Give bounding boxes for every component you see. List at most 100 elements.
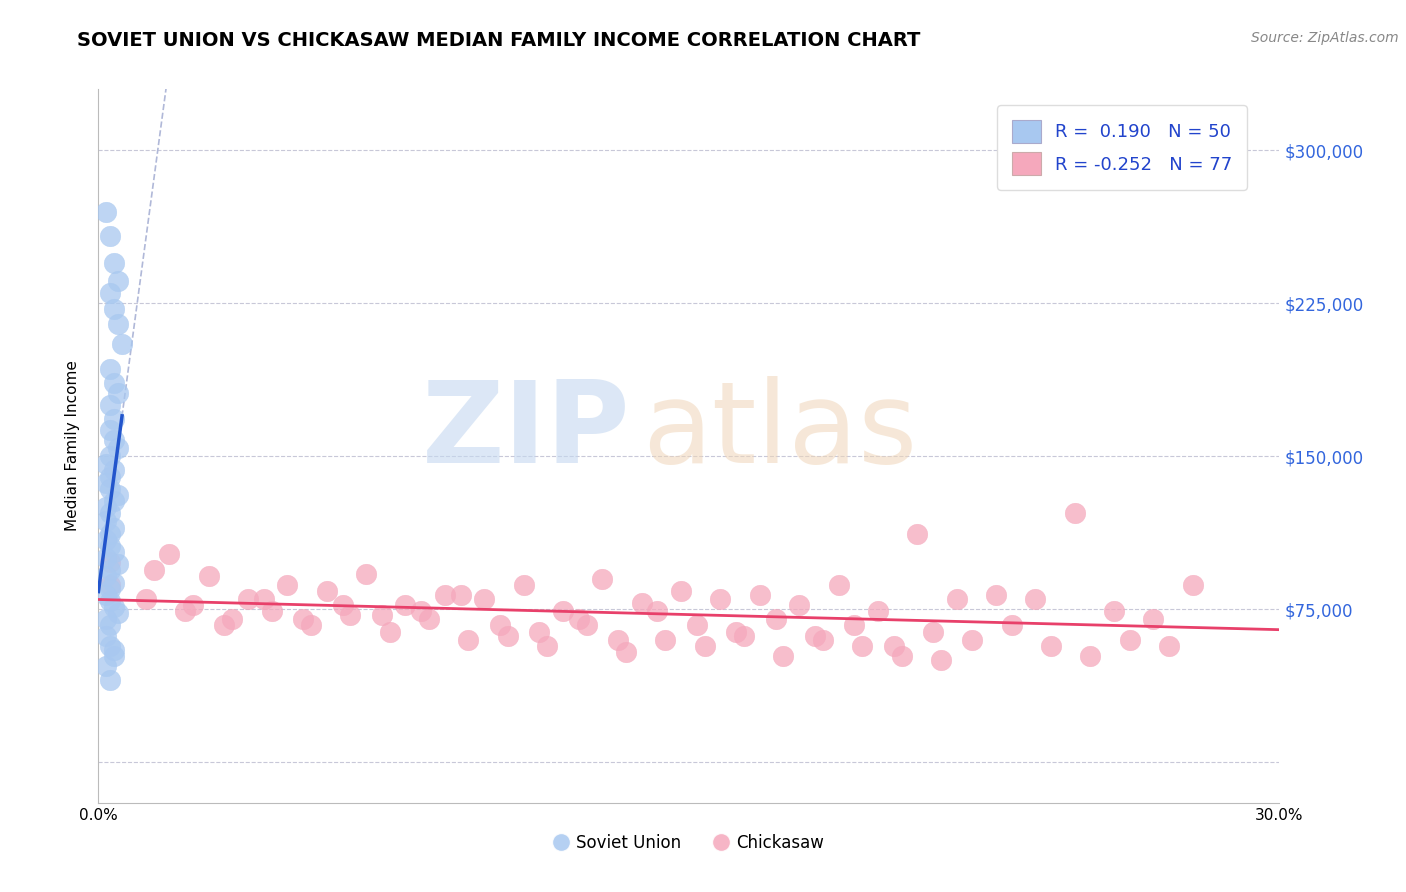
Point — [174, 604, 197, 618]
Point — [107, 317, 129, 331]
Point — [332, 598, 354, 612]
Point — [457, 632, 479, 647]
Point — [96, 569, 118, 583]
Point — [1063, 506, 1085, 520]
Point — [811, 632, 834, 647]
Point — [96, 612, 118, 626]
Point — [472, 591, 495, 606]
Point — [378, 624, 401, 639]
Point — [529, 624, 551, 639]
Point — [96, 533, 118, 547]
Point — [96, 458, 118, 472]
Point — [591, 572, 613, 586]
Point — [851, 639, 873, 653]
Point — [96, 515, 118, 529]
Text: ZIP: ZIP — [422, 376, 630, 487]
Point — [787, 598, 810, 612]
Point — [103, 433, 125, 447]
Point — [945, 591, 967, 606]
Point — [103, 643, 125, 657]
Point — [135, 591, 157, 606]
Point — [418, 612, 440, 626]
Point — [765, 612, 787, 626]
Point — [450, 588, 472, 602]
Point — [103, 575, 125, 590]
Point — [339, 608, 361, 623]
Point — [103, 494, 125, 508]
Point — [253, 591, 276, 606]
Point — [1001, 618, 1024, 632]
Point — [96, 500, 118, 515]
Point — [98, 398, 121, 412]
Point — [276, 577, 298, 591]
Point — [157, 547, 180, 561]
Point — [107, 386, 129, 401]
Point — [1024, 591, 1046, 606]
Point — [142, 563, 165, 577]
Point — [929, 653, 952, 667]
Point — [181, 598, 204, 612]
Point — [96, 551, 118, 566]
Point — [804, 629, 827, 643]
Point — [922, 624, 945, 639]
Point — [96, 659, 118, 673]
Point — [1181, 577, 1204, 591]
Point — [96, 475, 118, 490]
Point — [96, 588, 118, 602]
Point — [98, 526, 121, 541]
Point — [512, 577, 534, 591]
Point — [103, 648, 125, 663]
Point — [733, 629, 755, 643]
Point — [98, 539, 121, 553]
Point — [827, 577, 849, 591]
Point — [844, 618, 866, 632]
Point — [575, 618, 598, 632]
Point — [411, 604, 433, 618]
Point — [98, 577, 121, 591]
Text: atlas: atlas — [641, 376, 917, 487]
Point — [433, 588, 456, 602]
Point — [496, 629, 519, 643]
Point — [709, 591, 731, 606]
Point — [103, 376, 125, 390]
Point — [98, 563, 121, 577]
Point — [614, 645, 637, 659]
Point — [103, 463, 125, 477]
Point — [693, 639, 716, 653]
Point — [98, 618, 121, 632]
Point — [103, 255, 125, 269]
Point — [1080, 648, 1102, 663]
Point — [96, 204, 118, 219]
Point — [883, 639, 905, 653]
Point — [98, 673, 121, 688]
Point — [98, 639, 121, 653]
Point — [905, 526, 928, 541]
Point — [98, 286, 121, 301]
Point — [214, 618, 236, 632]
Point — [98, 582, 121, 596]
Point — [197, 569, 219, 583]
Point — [315, 583, 337, 598]
Point — [299, 618, 322, 632]
Point — [890, 648, 912, 663]
Legend: Soviet Union, Chickasaw: Soviet Union, Chickasaw — [547, 828, 831, 859]
Point — [107, 606, 129, 620]
Point — [984, 588, 1007, 602]
Y-axis label: Median Family Income: Median Family Income — [65, 360, 80, 532]
Point — [772, 648, 794, 663]
Point — [394, 598, 416, 612]
Point — [98, 469, 121, 483]
Point — [1119, 632, 1142, 647]
Point — [107, 488, 129, 502]
Point — [107, 558, 129, 572]
Point — [98, 506, 121, 520]
Point — [1040, 639, 1063, 653]
Point — [371, 608, 394, 623]
Point — [1102, 604, 1125, 618]
Point — [292, 612, 315, 626]
Point — [107, 441, 129, 455]
Point — [489, 618, 512, 632]
Point — [748, 588, 770, 602]
Point — [607, 632, 630, 647]
Point — [630, 596, 652, 610]
